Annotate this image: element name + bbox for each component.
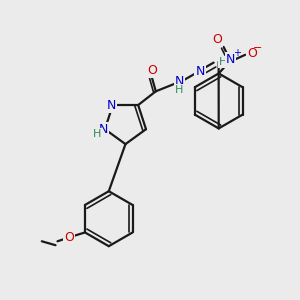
Text: O: O <box>147 64 157 77</box>
Text: O: O <box>247 47 257 60</box>
Text: H: H <box>219 57 228 67</box>
Text: N: N <box>226 53 235 66</box>
Text: O: O <box>212 33 222 46</box>
Text: N: N <box>175 75 184 88</box>
Text: N: N <box>195 65 205 78</box>
Text: −: − <box>253 43 263 53</box>
Text: H: H <box>175 85 184 95</box>
Text: H: H <box>93 129 101 139</box>
Text: N: N <box>98 123 108 136</box>
Text: N: N <box>107 98 116 112</box>
Text: +: + <box>233 48 242 58</box>
Text: O: O <box>64 231 74 244</box>
